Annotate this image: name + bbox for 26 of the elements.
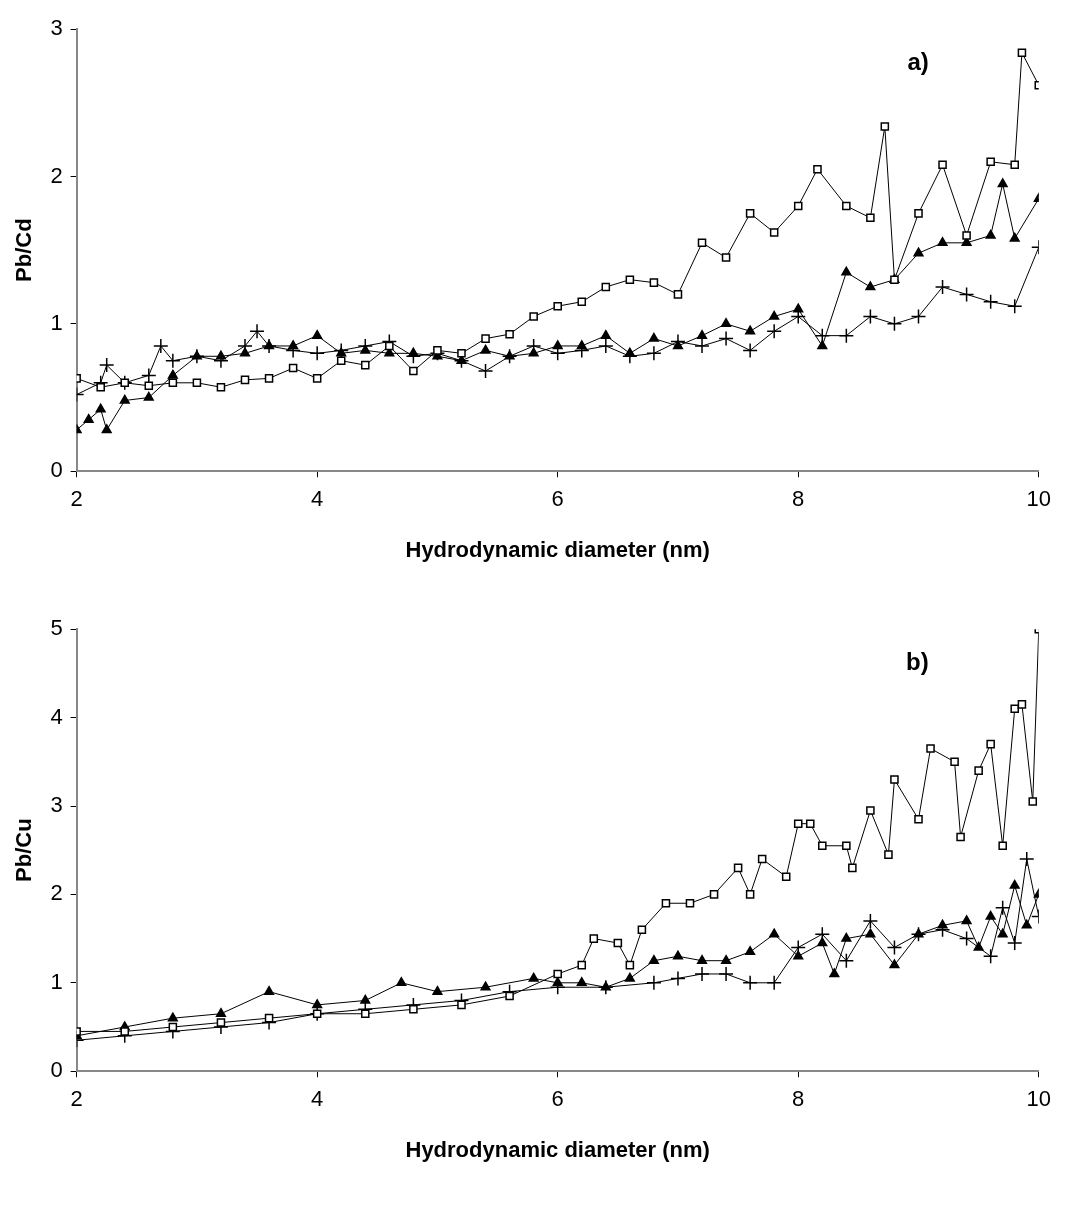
x-tick-label: 8 <box>792 1086 805 1112</box>
y-tick-label: 2 <box>50 880 63 906</box>
annotation: b) <box>906 647 929 675</box>
y-tick-label: 3 <box>50 792 63 818</box>
x-axis-title: Hydrodynamic diameter (nm) <box>405 1136 710 1162</box>
annotation: a) <box>907 47 929 75</box>
x-tick-label: 4 <box>311 486 324 512</box>
y-tick-label: 4 <box>50 703 63 729</box>
y-tick-label: 2 <box>50 162 63 188</box>
x-tick-label: 2 <box>70 486 83 512</box>
x-tick-label: 2 <box>70 1086 83 1112</box>
y-tick-label: 0 <box>50 457 63 483</box>
y-axis-title: Pb/Cu <box>11 818 37 882</box>
x-tick-label: 6 <box>551 486 564 512</box>
x-axis-title: Hydrodynamic diameter (nm) <box>405 536 710 562</box>
x-tick-label: 10 <box>1026 1086 1052 1112</box>
x-tick-label: 8 <box>792 486 805 512</box>
x-tick-label: 6 <box>551 1086 564 1112</box>
y-tick-label: 0 <box>50 1057 63 1083</box>
y-tick-label: 1 <box>50 309 63 335</box>
y-tick-label: 1 <box>50 968 63 994</box>
x-tick-label: 4 <box>311 1086 324 1112</box>
y-tick-label: 5 <box>50 615 63 641</box>
y-tick-label: 3 <box>50 15 63 41</box>
x-tick-label: 10 <box>1026 486 1052 512</box>
y-axis-title: Pb/Cd <box>11 218 37 282</box>
